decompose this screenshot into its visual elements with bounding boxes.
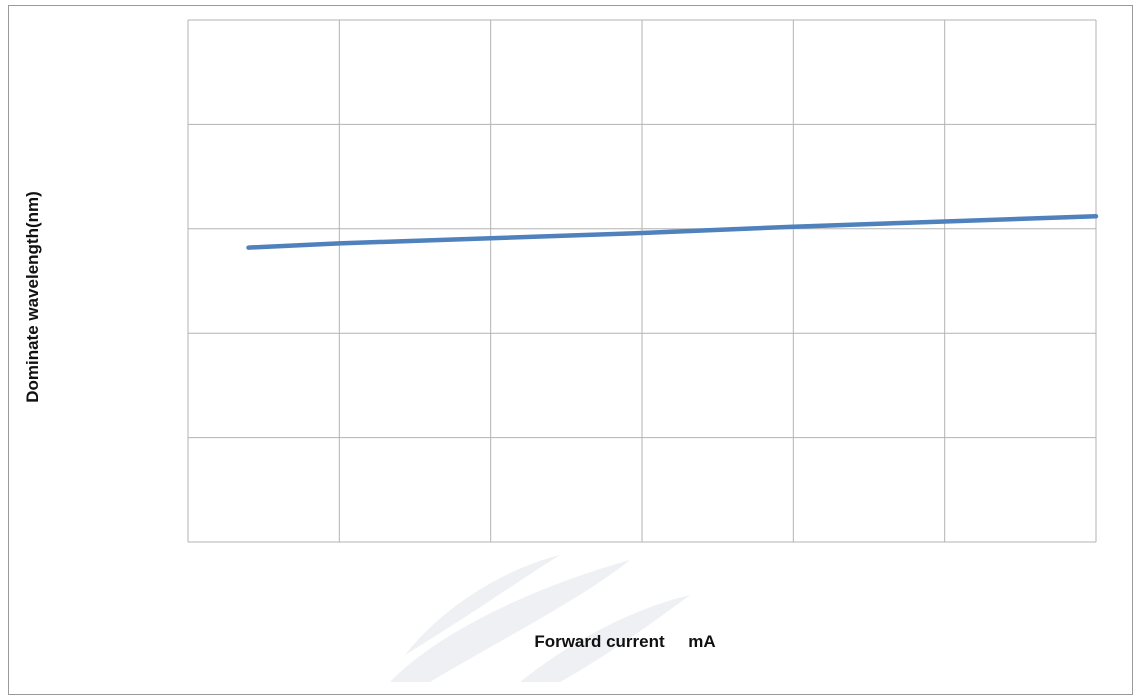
grid xyxy=(187,19,1097,543)
watermark-logo xyxy=(390,555,690,682)
x-axis-label: Forward current mA xyxy=(534,632,715,651)
y-axis-label: Dominate wavelength(nm) xyxy=(23,191,42,403)
series-line xyxy=(246,214,1099,250)
plot-area xyxy=(246,214,1099,250)
watermark-swoosh xyxy=(390,560,630,682)
watermark-swoosh xyxy=(520,595,690,682)
watermark-swoosh xyxy=(405,555,560,655)
